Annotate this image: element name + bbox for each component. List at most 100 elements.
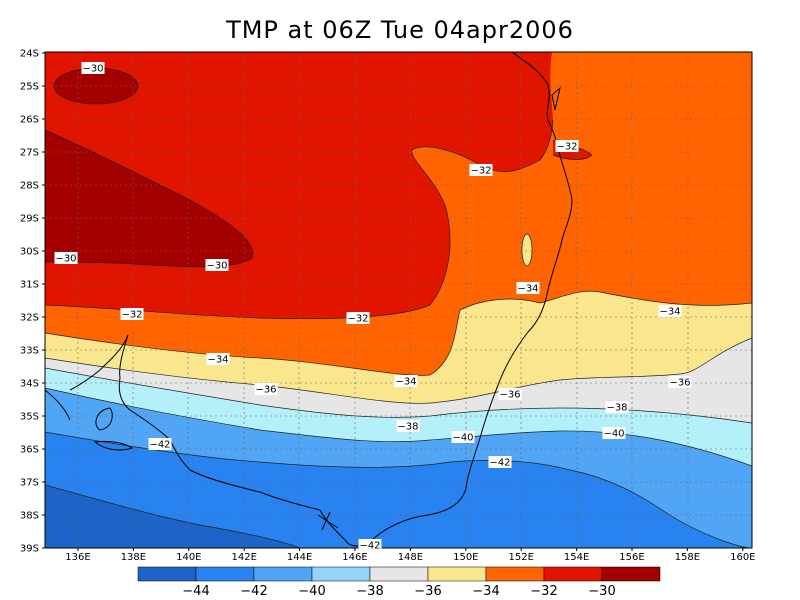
colorbar-label: −40 (298, 584, 325, 599)
svg-text:−40: −40 (452, 433, 473, 444)
lat-tick-label: 39S (20, 544, 39, 555)
svg-text:−32: −32 (347, 314, 368, 325)
colorbar-label: −36 (414, 584, 441, 599)
lon-tick-label: 138E (121, 552, 146, 563)
contour-label: −32 (346, 312, 370, 325)
lon-tick-label: 156E (619, 552, 644, 563)
svg-text:−32: −32 (470, 166, 491, 177)
svg-text:−32: −32 (556, 142, 577, 153)
colorbar-label: −34 (472, 584, 499, 599)
colorbar-label: −32 (530, 584, 557, 599)
contour-labels-group: −30 −30 −30 −32 −32 −32 −32 −34 −34 −34 −34 −36 −36 −… (54, 62, 692, 552)
colorbar-label: −44 (182, 584, 209, 599)
svg-text:−34: −34 (659, 307, 680, 318)
contour-label: −36 (668, 376, 692, 389)
colorbar-swatch (253, 566, 313, 582)
colorbar-label: −42 (240, 584, 267, 599)
svg-text:−30: −30 (206, 261, 227, 272)
svg-text:−36: −36 (669, 378, 690, 389)
contour-label: −34 (206, 353, 230, 366)
contour-label: −36 (498, 388, 522, 401)
lat-tick-label: 38S (20, 511, 39, 522)
svg-text:−38: −38 (397, 422, 418, 433)
contour-label: −38 (396, 420, 420, 433)
svg-text:−42: −42 (489, 458, 510, 469)
contour-label: −42 (148, 438, 172, 451)
contour-label: −42 (488, 456, 512, 469)
contour-label: −34 (658, 305, 682, 318)
colorbar: −44 −42 −40 −38 −36 −34 −32 −30 (137, 566, 661, 599)
band-36-34-blob (522, 234, 532, 266)
colorbar-swatch (137, 566, 197, 582)
lat-tick-label: 25S (20, 82, 39, 93)
lon-tick-label: 148E (398, 552, 423, 563)
lat-tick-label: 36S (20, 445, 39, 456)
svg-text:−30: −30 (82, 64, 103, 75)
lat-tick-label: 31S (20, 280, 39, 291)
contour-label: −30 (205, 259, 229, 272)
contour-label: −34 (516, 282, 540, 295)
colorbar-swatch (195, 566, 255, 582)
contour-label: −32 (469, 164, 493, 177)
band-lt-44 (45, 485, 300, 548)
longitude-axis: 136E 138E 140E 142E 144E 146E 148E 150E 152E 154E… (65, 548, 756, 563)
svg-text:−42: −42 (359, 541, 380, 552)
svg-text:−32: −32 (121, 310, 142, 321)
contour-label: −32 (120, 308, 144, 321)
svg-text:−34: −34 (207, 355, 228, 366)
lon-tick-label: 150E (453, 552, 478, 563)
lat-tick-label: 24S (20, 49, 39, 60)
band-44-42 (45, 432, 752, 548)
filled-contours (45, 52, 752, 548)
plot-frame (44, 51, 753, 549)
svg-text:−36: −36 (499, 390, 520, 401)
colorbar-swatch (543, 566, 603, 582)
colorbar-swatch (311, 566, 371, 582)
lon-tick-label: 142E (231, 552, 256, 563)
lat-tick-label: 34S (20, 379, 39, 390)
lon-tick-label: 140E (176, 552, 201, 563)
svg-text:−40: −40 (603, 429, 624, 440)
contour-label: −38 (605, 401, 629, 414)
svg-text:−34: −34 (395, 377, 416, 388)
lon-tick-label: 144E (287, 552, 312, 563)
lon-tick-label: 154E (564, 552, 589, 563)
lat-tick-label: 37S (20, 478, 39, 489)
contour-label: −32 (555, 140, 579, 153)
svg-text:−36: −36 (255, 385, 276, 396)
lon-tick-label: 152E (508, 552, 533, 563)
lat-tick-label: 35S (20, 412, 39, 423)
map-title: TMP at 06Z Tue 04apr2006 (226, 16, 574, 44)
lat-tick-label: 26S (20, 115, 39, 126)
svg-text:−38: −38 (606, 403, 627, 414)
lat-tick-label: 32S (20, 313, 39, 324)
lat-tick-label: 28S (20, 181, 39, 192)
contour-label: −36 (254, 383, 278, 396)
lon-tick-label: 160E (730, 552, 755, 563)
band-gt-30-west (45, 130, 253, 267)
svg-text:−34: −34 (517, 284, 538, 295)
lat-tick-label: 33S (20, 346, 39, 357)
contour-label: −42 (358, 539, 382, 552)
lon-tick-label: 158E (675, 552, 700, 563)
lat-tick-label: 27S (20, 148, 39, 159)
lon-tick-label: 136E (65, 552, 90, 563)
latitude-axis: 24S 25S 26S 27S 28S 29S 30S 31S 32S 33S 34S 35S 36S 3… (20, 49, 45, 555)
contour-label: −40 (451, 431, 475, 444)
colorbar-swatch (485, 566, 545, 582)
svg-text:−42: −42 (149, 440, 170, 451)
contour-label: −30 (54, 252, 78, 265)
colorbar-swatch (427, 566, 487, 582)
svg-text:−30: −30 (55, 254, 76, 265)
colorbar-label: −38 (356, 584, 383, 599)
contour-label: −34 (394, 375, 418, 388)
colorbar-label: −30 (588, 584, 615, 599)
lat-tick-label: 29S (20, 214, 39, 225)
lon-tick-label: 146E (342, 552, 367, 563)
contour-label: −30 (81, 62, 105, 75)
colorbar-swatch (601, 566, 661, 582)
lat-tick-label: 30S (20, 247, 39, 258)
contour-label: −40 (602, 427, 626, 440)
colorbar-swatch (369, 566, 429, 582)
